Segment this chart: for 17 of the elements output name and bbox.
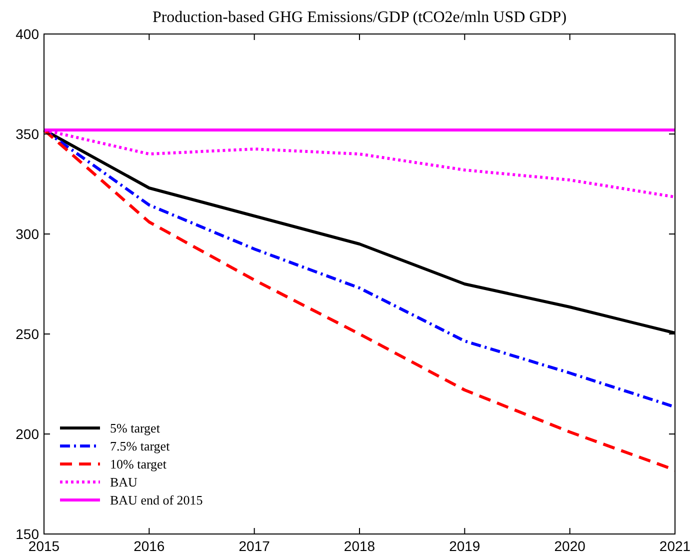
legend-label: 7.5% target <box>110 438 170 454</box>
legend-label: BAU <box>110 474 138 490</box>
x-tick-label: 2016 <box>134 538 165 554</box>
y-tick-label: 300 <box>16 226 40 242</box>
chart-title: Production-based GHG Emissions/GDP (tCO2e/mln USD GDP) <box>152 9 567 26</box>
y-tick-label: 250 <box>16 326 40 342</box>
y-tick-label: 350 <box>16 126 40 142</box>
x-tick-label: 2017 <box>238 538 270 554</box>
x-tick-label: 2018 <box>344 538 376 554</box>
legend-label: 5% target <box>110 420 160 436</box>
x-tick-label: 2020 <box>554 538 586 554</box>
y-tick-label: 200 <box>16 426 40 442</box>
x-tick-label: 2021 <box>659 538 691 554</box>
x-tick-label: 2019 <box>449 538 480 554</box>
y-tick-label: 400 <box>16 26 40 42</box>
legend-label: 10% target <box>110 456 167 472</box>
legend-label: BAU end of 2015 <box>110 492 203 508</box>
